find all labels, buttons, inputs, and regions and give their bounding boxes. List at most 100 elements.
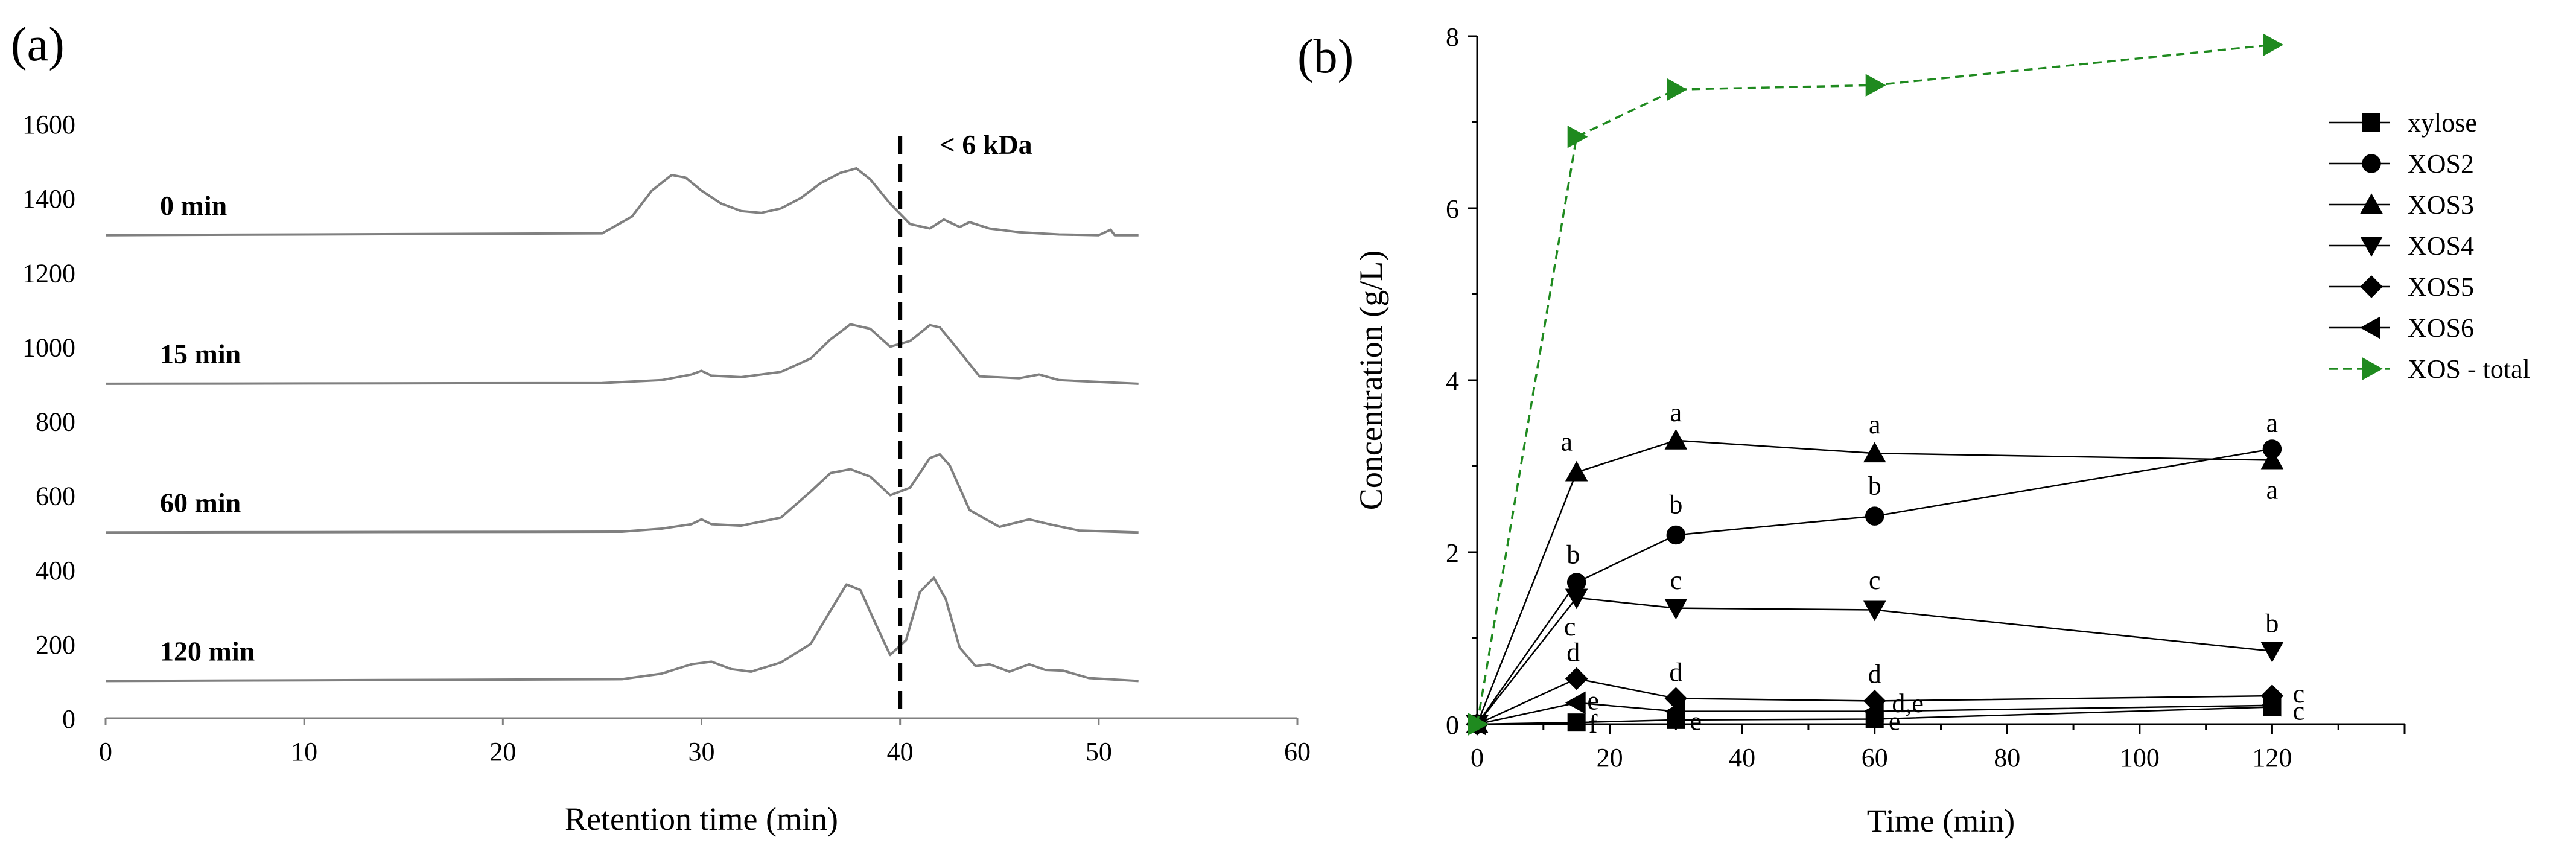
- y-tick-label-b: 2: [1446, 538, 1459, 568]
- axes-a: 0 10 20 30 40 50 60020040060080010001200140016…: [22, 110, 1311, 766]
- y-axis-title-b: Concentration (g/L): [1353, 250, 1389, 510]
- trace-label: 15 min: [160, 339, 241, 369]
- significance-letter: b: [2265, 608, 2279, 638]
- significance-letter: d: [1669, 658, 1682, 687]
- x-tick-label-a: 30: [689, 737, 715, 766]
- legend-label: XOS2: [2408, 149, 2474, 179]
- y-tick-label-b: 4: [1446, 366, 1459, 396]
- x-tick-label-a: 40: [887, 737, 914, 766]
- data-point-xos-total: [2263, 33, 2284, 56]
- trace-label: 120 min: [160, 636, 255, 667]
- legend-label: xylose: [2408, 108, 2477, 138]
- significance-letter: e: [1690, 707, 1702, 736]
- data-point-xos6: [1863, 699, 1884, 723]
- trace-label: 60 min: [160, 487, 241, 518]
- x-tick-label-b: 80: [1994, 743, 2020, 772]
- traces-a: 0 min 15 min 60 min 120 min: [105, 167, 1139, 683]
- legend-label: XOS - total: [2408, 354, 2530, 384]
- data-point-xos6: [2260, 693, 2282, 717]
- legend-label: XOS6: [2408, 313, 2474, 343]
- x-tick-label-b: 40: [1729, 743, 1755, 772]
- significance-letter: a: [1869, 410, 1881, 439]
- data-point-xos5: [1565, 667, 1588, 690]
- significance-letter: f: [1589, 709, 1598, 739]
- data-point-xylose: [1567, 713, 1586, 732]
- axes-b: 0 20 40 60 80 100 120 0 2 4 6 8: [1446, 22, 2406, 772]
- chromatogram-trace: [105, 323, 1139, 385]
- significance-letter: b: [1669, 490, 1682, 520]
- significance-letter: c: [2293, 696, 2305, 726]
- significance-letter: a: [2266, 408, 2279, 438]
- y-tick-label-a: 1600: [22, 110, 75, 139]
- series-line-xos-total: [1476, 43, 2272, 725]
- data-point-xos4: [1664, 599, 1688, 620]
- legend-marker: [2362, 357, 2383, 380]
- cutoff-a: < 6 kDa: [898, 129, 1032, 718]
- significance-letter: d,e: [1892, 689, 1924, 718]
- y-tick-label-a: 200: [36, 630, 75, 660]
- data-point-xos3: [1664, 429, 1688, 450]
- significance-letter: d: [1566, 638, 1580, 667]
- data-point-xos4: [1565, 588, 1588, 610]
- x-tick-label-b: 20: [1597, 743, 1623, 772]
- data-point-xos6: [1565, 691, 1586, 715]
- data-point-xos6: [1664, 699, 1685, 723]
- y-tick-label-a: 1400: [22, 184, 75, 214]
- significance-letter: a: [2266, 475, 2279, 505]
- significance-letter: e: [1587, 686, 1599, 716]
- legend-marker: [2360, 316, 2380, 339]
- data-point-xos-total: [1865, 74, 1886, 97]
- significance-letter: c: [2293, 679, 2305, 709]
- legend-marker: [2362, 113, 2380, 132]
- chart-a: (a) 0 10 20 30 40 50 6002004006008001000120014…: [11, 18, 1311, 837]
- y-tick-label-a: 400: [36, 556, 75, 585]
- y-tick-label-a: 600: [36, 482, 75, 511]
- x-tick-label-b: 100: [2120, 743, 2160, 772]
- legend-marker: [2360, 237, 2383, 257]
- data-point-xos2: [1865, 506, 1884, 526]
- data-point-xos3: [2260, 448, 2284, 470]
- significance-letter: c: [1869, 565, 1881, 595]
- legend-marker: [2360, 193, 2383, 214]
- x-tick-label-a: 60: [1284, 737, 1311, 766]
- y-tick-label-a: 0: [62, 704, 75, 734]
- data-point-xos2: [1566, 573, 1586, 592]
- legend-b: xylose XOS2 XOS3 XOS4 XOS5 XOS6 XOS - total: [2329, 108, 2530, 384]
- trace-label: 0 min: [160, 190, 227, 221]
- y-tick-label-b: 6: [1446, 194, 1459, 224]
- significance-letter: b: [1868, 471, 1881, 500]
- y-tick-label-a: 1000: [22, 333, 75, 362]
- significance-letter: c: [1564, 612, 1576, 642]
- chromatogram-trace: [105, 576, 1139, 683]
- panel-label-b: (b): [1297, 30, 1353, 83]
- x-axis-title-b: Time (min): [1867, 803, 2015, 839]
- data-point-xos5: [1863, 689, 1886, 713]
- data-point-xos-total: [1468, 713, 1489, 736]
- data-point-xos4: [2260, 642, 2284, 663]
- data-point-xos-total: [1567, 126, 1588, 148]
- legend-label: XOS4: [2408, 231, 2474, 261]
- x-tick-label-b: 0: [1471, 743, 1484, 772]
- significance-letter: d: [1868, 659, 1881, 689]
- y-tick-label-b: 8: [1446, 22, 1459, 52]
- data-point-xos4: [1863, 600, 1886, 622]
- x-tick-label-b: 120: [2252, 743, 2292, 772]
- x-tick-label-a: 20: [489, 737, 516, 766]
- y-tick-label-b: 0: [1446, 710, 1459, 740]
- series-b: [1466, 33, 2284, 736]
- y-tick-label-a: 800: [36, 407, 75, 437]
- significance-letter: b: [1566, 540, 1580, 569]
- x-tick-label-a: 10: [291, 737, 317, 766]
- significance-letter: a: [1670, 398, 1682, 427]
- panel-label-a: (a): [11, 18, 65, 71]
- data-point-xos2: [1666, 525, 1686, 545]
- x-tick-label-b: 60: [1862, 743, 1888, 772]
- significance-letter: a: [1560, 427, 1573, 457]
- y-tick-label-a: 1200: [22, 258, 75, 288]
- cutoff-label: < 6 kDa: [940, 129, 1032, 160]
- x-axis-title-a: Retention time (min): [565, 801, 838, 837]
- chromatogram-trace: [105, 167, 1139, 237]
- significance-letter: c: [1670, 565, 1682, 595]
